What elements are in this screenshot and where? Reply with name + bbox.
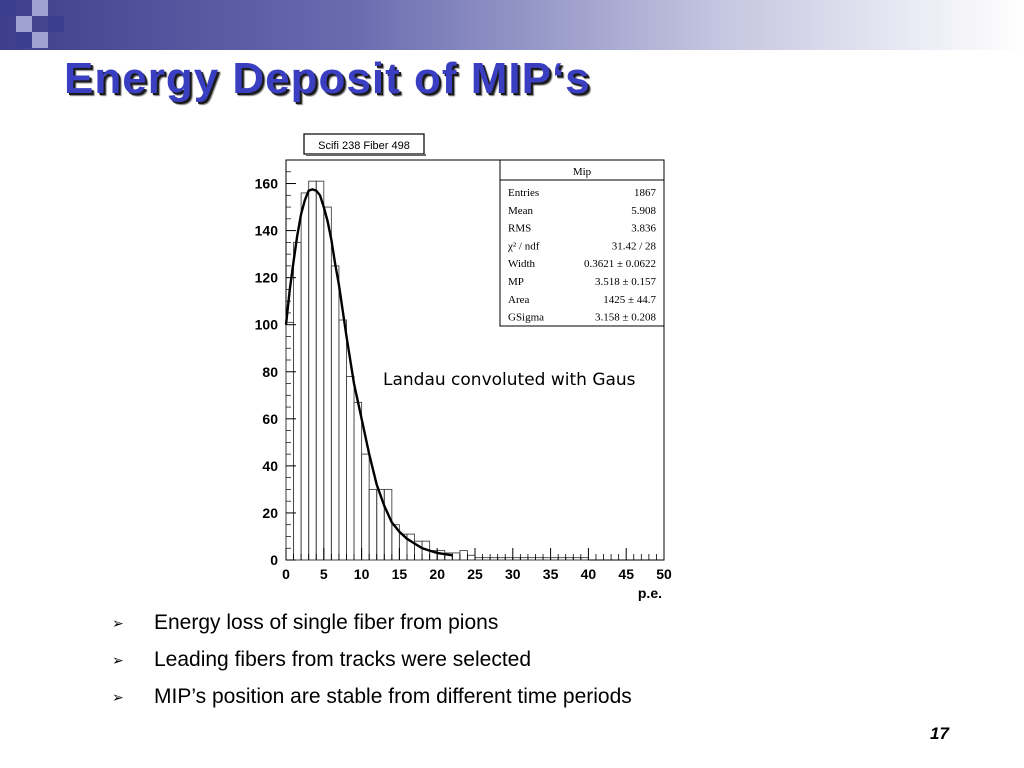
x-axis-label: p.e.: [638, 585, 662, 601]
bullet-item: ➢ Energy loss of single fiber from pions: [112, 608, 972, 645]
histogram-bin: [580, 557, 589, 561]
y-tick-label: 40: [262, 458, 278, 474]
histogram-bin: [330, 265, 340, 561]
x-tick-label: 15: [392, 566, 408, 582]
x-tick-label: 5: [320, 566, 328, 582]
x-tick-label: 45: [618, 566, 634, 582]
top-banner: [0, 0, 1024, 50]
y-tick-label: 0: [270, 552, 278, 568]
stats-row-label: RMS: [508, 223, 531, 235]
decor-square-6: [32, 32, 48, 48]
x-tick-label: 35: [543, 566, 559, 582]
page-number: 17: [930, 724, 949, 743]
histogram-bin: [368, 488, 378, 561]
bullet-list: ➢ Energy loss of single fiber from pions…: [112, 608, 972, 719]
stats-row-label: MP: [508, 276, 524, 288]
histogram-bin: [482, 557, 491, 561]
histogram-bin: [323, 206, 332, 561]
histogram-bin: [542, 557, 552, 561]
histogram-bin: [497, 557, 506, 561]
stats-box-title: Mip: [573, 166, 592, 178]
decor-square-4: [48, 16, 64, 32]
histogram-bin: [550, 557, 559, 561]
fit-curve: [284, 188, 453, 557]
histogram-bin: [489, 557, 499, 561]
histogram-bin: [527, 557, 536, 561]
arrow-bullet-icon: ➢: [112, 689, 124, 705]
stats-row-value: 1867: [634, 187, 657, 199]
y-tick-label: 160: [255, 176, 279, 192]
histogram-bin: [535, 557, 544, 561]
histogram-bin: [300, 192, 310, 561]
histogram-bin: [451, 552, 461, 561]
y-tick-label: 140: [255, 223, 279, 239]
histogram-bin: [361, 453, 370, 561]
histogram-bin: [293, 241, 302, 561]
histogram-svg: 0 5 10 15 20 25 30 35 40 45 50 0 20 40 60 80 100 120 140 16…: [255, 133, 672, 601]
y-tick-label: 120: [255, 270, 279, 286]
stats-row-label: Mean: [508, 205, 534, 217]
x-tick-label: 30: [505, 566, 521, 582]
decor-square-3: [32, 0, 48, 16]
histogram-bin: [474, 557, 484, 561]
histogram-bin: [512, 557, 521, 561]
chart-title: Scifi 238 Fiber 498: [318, 140, 410, 152]
histogram-bin: [459, 550, 468, 561]
stats-row-label: Area: [508, 294, 529, 306]
histogram-bin: [285, 321, 295, 561]
histogram-bin: [572, 557, 582, 561]
stats-row-value: 1425 ± 44.7: [603, 294, 656, 306]
stats-row-label: χ² / ndf: [507, 240, 540, 252]
histogram-bin: [383, 488, 393, 561]
bullet-text: Energy loss of single fiber from pions: [154, 611, 499, 634]
chart-annotation: Landau convoluted with Gaus: [383, 370, 636, 390]
histogram-bin: [308, 180, 317, 561]
x-tick-label: 50: [656, 566, 672, 582]
bullet-text: Leading fibers from tracks were selected: [154, 648, 532, 671]
slide-title: Energy Deposit of MIP‘s: [64, 54, 591, 103]
histogram-bin: [519, 557, 529, 561]
histogram-bin: [504, 557, 514, 561]
bullet-text: MIP’s position are stable from different…: [154, 685, 632, 708]
stats-row-label: GSigma: [508, 312, 544, 324]
decor-square-5: [16, 32, 32, 48]
x-tick-label: 20: [429, 566, 445, 582]
stats-row-value: 3.518 ± 0.157: [595, 276, 657, 288]
histogram-bin: [466, 554, 476, 561]
stats-row-value: 0.3621 ± 0.0622: [584, 258, 656, 270]
histogram-bin: [565, 557, 574, 561]
stats-row-value: 5.908: [631, 205, 656, 217]
x-tick-label: 25: [467, 566, 483, 582]
stats-row-value: 3.836: [631, 223, 656, 235]
x-tick-label: 0: [282, 566, 290, 582]
x-tick-label: 10: [354, 566, 370, 582]
y-tick-label: 60: [262, 411, 278, 427]
stats-row-label: Width: [508, 258, 536, 270]
stats-row-value: 3.158 ± 0.208: [595, 312, 657, 324]
histogram-bin: [346, 376, 355, 561]
histogram-bin: [338, 319, 347, 561]
arrow-bullet-icon: ➢: [112, 615, 124, 631]
arrow-bullet-icon: ➢: [112, 652, 124, 668]
y-tick-label: 80: [262, 364, 278, 380]
y-tick-label: 100: [255, 317, 279, 333]
histogram-bin: [315, 180, 325, 561]
histogram-chart: 0 5 10 15 20 25 30 35 40 45 50 0 20 40 60 80 100 120 140 16…: [240, 128, 680, 608]
bullet-item: ➢ MIP’s position are stable from differe…: [112, 682, 972, 719]
histogram-bin: [406, 533, 415, 561]
histogram-bin: [353, 401, 363, 561]
stats-box: [499, 159, 665, 327]
histogram-bin: [557, 557, 567, 561]
decor-square-1: [0, 0, 16, 16]
x-tick-label: 40: [581, 566, 597, 582]
bullet-item: ➢ Leading fibers from tracks were select…: [112, 645, 972, 682]
decor-square-2: [16, 16, 32, 32]
stats-row-value: 31.42 / 28: [612, 240, 657, 252]
stats-row-label: Entries: [508, 187, 539, 199]
y-tick-label: 20: [262, 505, 278, 521]
